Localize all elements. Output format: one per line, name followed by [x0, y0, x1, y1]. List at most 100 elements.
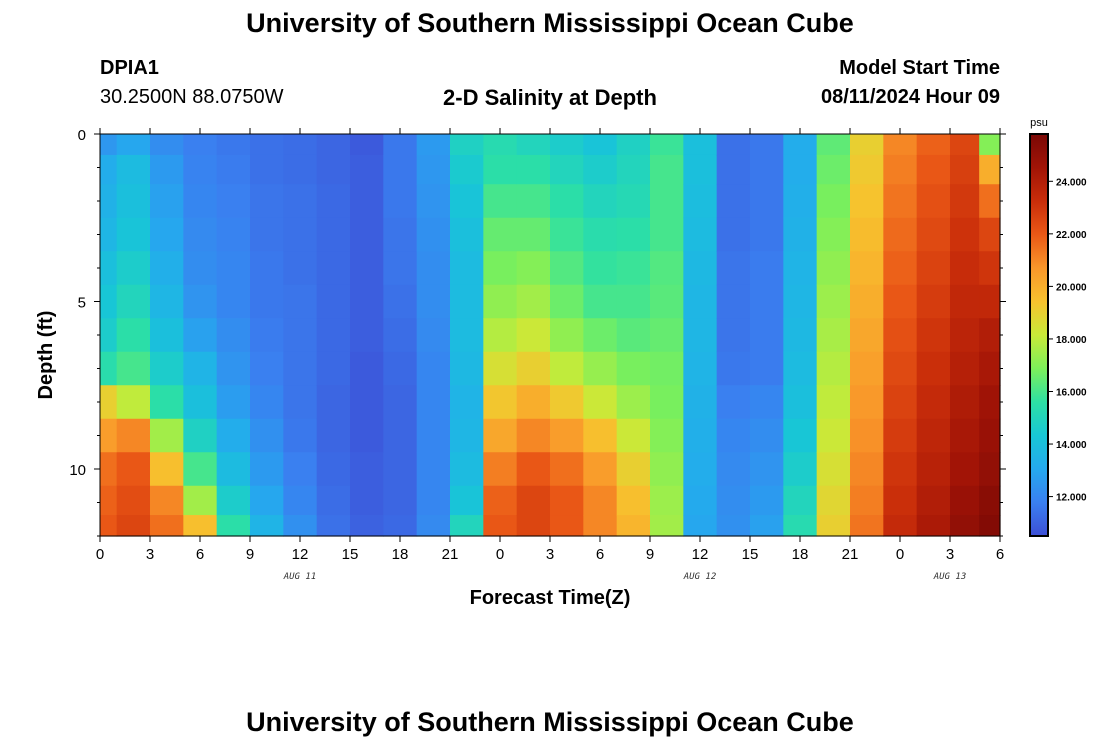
heatmap-cell — [316, 318, 351, 353]
heatmap-cell — [150, 418, 184, 453]
heatmap-cell — [883, 385, 918, 420]
heatmap-cell — [850, 217, 884, 252]
heatmap-cell — [116, 154, 151, 185]
heatmap-cell — [716, 217, 751, 252]
heatmap-cell — [316, 452, 351, 487]
colorbar-tick-label: 24.000 — [1056, 177, 1087, 188]
heatmap-cell — [979, 134, 1001, 156]
heatmap-cell — [783, 134, 818, 156]
heatmap-cell — [583, 251, 618, 286]
heatmap-cell — [750, 515, 784, 537]
heatmap-cell — [183, 217, 218, 252]
heatmap-cell — [750, 452, 784, 487]
heatmap-cell — [850, 485, 884, 516]
heatmap-cell — [250, 452, 284, 487]
heatmap-cell — [716, 184, 751, 219]
heatmap-cell — [150, 154, 184, 185]
heatmap-cell — [483, 217, 518, 252]
heatmap-cell — [350, 385, 384, 420]
heatmap-cell — [683, 251, 718, 286]
heatmap-cell — [816, 217, 851, 252]
heatmap-cell — [650, 251, 684, 286]
heatmap-cell — [350, 134, 384, 156]
colorbar-tick-label: 12.000 — [1056, 493, 1087, 504]
heatmap-cell — [683, 485, 718, 516]
heatmap-cell — [116, 184, 151, 219]
heatmap-cell — [383, 184, 418, 219]
heatmap-cell — [216, 318, 251, 353]
heatmap-cell — [583, 418, 618, 453]
heatmap-cell — [316, 284, 351, 319]
heatmap-cell — [100, 134, 118, 156]
heatmap-cell — [916, 452, 951, 487]
heatmap-cell — [979, 452, 1001, 487]
heatmap-cell — [650, 134, 684, 156]
heatmap-cell — [650, 351, 684, 386]
heatmap-cell — [883, 318, 918, 353]
heatmap-cell — [483, 154, 518, 185]
heatmap-cell — [950, 385, 980, 420]
heatmap-cell — [716, 452, 751, 487]
heatmap-cell — [150, 134, 184, 156]
heatmap-cell — [450, 251, 484, 286]
heatmap-cell — [216, 217, 251, 252]
heatmap-cell — [683, 318, 718, 353]
heatmap-cell — [316, 418, 351, 453]
heatmap-cell — [783, 385, 818, 420]
model-start-label: Model Start Time — [839, 57, 1000, 79]
heatmap-cell — [716, 251, 751, 286]
x-tick-label: 9 — [246, 546, 254, 563]
heatmap-cell — [516, 515, 551, 537]
heatmap-cell — [483, 251, 518, 286]
heatmap-cell — [916, 318, 951, 353]
heatmap-cell — [616, 184, 651, 219]
heatmap-cell — [283, 134, 318, 156]
x-axis-title: Forecast Time(Z) — [470, 587, 631, 609]
heatmap-cell — [383, 485, 418, 516]
heatmap-cell — [216, 154, 251, 185]
heatmap-cell — [416, 515, 451, 537]
heatmap-cell — [816, 485, 851, 516]
heatmap-cell — [783, 515, 818, 537]
x-tick-label: 0 — [896, 546, 904, 563]
heatmap-cell — [100, 351, 118, 386]
heatmap-cell — [816, 184, 851, 219]
heatmap-cell — [416, 418, 451, 453]
heatmap-cell — [150, 184, 184, 219]
heatmap-cell — [783, 251, 818, 286]
heatmap-cell — [616, 485, 651, 516]
heatmap-cell — [383, 351, 418, 386]
heatmap-cell — [716, 515, 751, 537]
colorbar-tick-label: 16.000 — [1056, 387, 1087, 398]
heatmap-cell — [350, 251, 384, 286]
heatmap-cell — [916, 418, 951, 453]
heatmap-cell — [750, 251, 784, 286]
heatmap-cell — [100, 154, 118, 185]
heatmap-cell — [150, 385, 184, 420]
heatmap-cell — [150, 452, 184, 487]
heatmap-cell — [250, 385, 284, 420]
heatmap-cells — [100, 134, 1001, 537]
heatmap-cell — [950, 154, 980, 185]
heatmap-cell — [416, 318, 451, 353]
heatmap-cell — [850, 184, 884, 219]
heatmap-cell — [883, 452, 918, 487]
heatmap-cell — [716, 134, 751, 156]
x-tick-label: 6 — [596, 546, 604, 563]
heatmap-cell — [116, 284, 151, 319]
heatmap-cell — [283, 385, 318, 420]
heatmap-cell — [250, 217, 284, 252]
heatmap-cell — [316, 251, 351, 286]
heatmap-cell — [850, 385, 884, 420]
heatmap-cell — [416, 184, 451, 219]
heatmap-cell — [883, 134, 918, 156]
heatmap-cell — [483, 284, 518, 319]
heatmap-cell — [250, 318, 284, 353]
heatmap-cell — [616, 284, 651, 319]
heatmap-cell — [550, 134, 584, 156]
heatmap-cell — [383, 318, 418, 353]
heatmap-cell — [316, 154, 351, 185]
heatmap-cell — [250, 251, 284, 286]
heatmap-cell — [583, 351, 618, 386]
heatmap-cell — [583, 452, 618, 487]
